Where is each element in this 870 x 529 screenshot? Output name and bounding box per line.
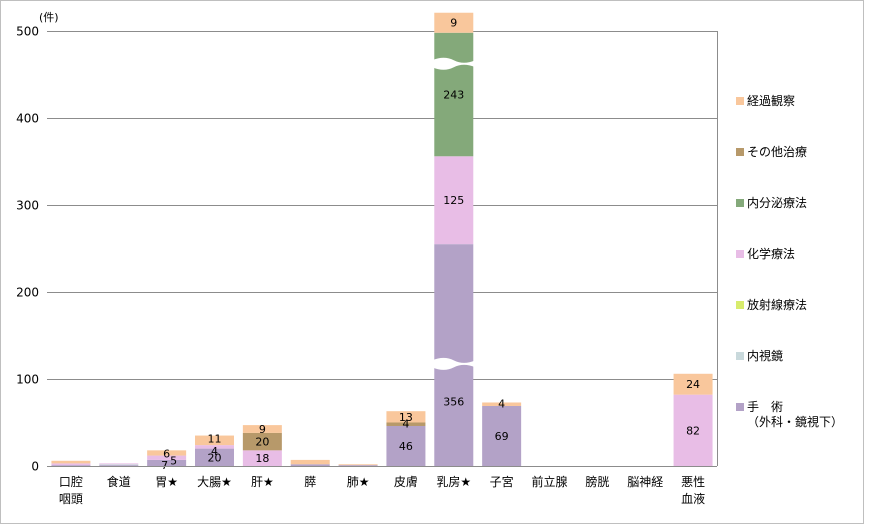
y-tick-label: 0 [31,460,39,474]
bar-segment [242,425,282,433]
bar-segment [147,455,187,460]
bar-segment [434,12,474,33]
axis-break-mark [432,357,476,370]
bar-segment [290,459,330,465]
x-tick-label: 膵 [304,475,316,489]
data-label: 4 [402,418,409,431]
legend-swatch [736,97,744,105]
bar-segment [147,459,187,466]
legend-label: その他治療 [747,145,807,159]
bar-segment [434,244,474,466]
legend-swatch [736,403,744,411]
bar-segment [195,448,234,466]
bar-segment [434,156,474,245]
data-label: 4 [498,397,505,410]
bar-segment [242,432,282,451]
data-label: 13 [399,411,413,424]
x-tick-label: 悪性 [681,475,705,489]
data-label: 11 [208,433,222,446]
x-tick-label: 血液 [681,491,705,506]
data-label: 9 [259,423,266,436]
legend-swatch [736,250,744,258]
data-label: 24 [686,378,700,391]
data-label: 9 [450,17,457,30]
bar-segment [195,435,234,446]
data-label: 20 [208,451,222,464]
bar-segment [386,422,426,426]
x-tick-label: 前立腺 [531,474,567,489]
data-label: 7 [161,459,168,472]
x-tick-label: 脳神経 [627,475,663,489]
bar-segment [99,464,139,466]
x-tick-label: 肝★ [251,475,274,489]
bar-segment [673,373,713,395]
x-tick-label: 肺★ [347,475,370,489]
y-tick-label: 200 [16,286,39,300]
legend-label: 手 術 [747,400,783,414]
data-label: 82 [686,424,700,437]
y-tick-label: 300 [16,199,39,213]
x-tick-label: 大腸★ [197,475,232,489]
bar-segment [242,450,282,466]
data-label: 20 [255,436,269,449]
legend-swatch [736,148,744,156]
bar-segment [147,450,187,456]
x-tick-label: 口腔 [59,474,83,489]
bar-segment [386,425,426,466]
y-tick-label: 100 [16,373,39,387]
bar-segment [482,405,522,466]
bar-segment [290,464,330,466]
legend-swatch [736,301,744,309]
data-label: 69 [495,430,509,443]
y-tick-label: 500 [16,25,39,39]
bar-segment [434,32,474,157]
legend-label: 放射線療法 [747,297,807,312]
x-tick-label: 子宮 [490,474,514,489]
bars [51,12,713,466]
bar-segment [99,465,139,466]
data-label: 125 [443,194,464,207]
data-label: 356 [443,396,464,409]
x-tick-label: 胃★ [155,475,178,489]
bar-segment [386,411,426,423]
legend-label: 経過観察 [747,94,795,108]
data-label: 18 [255,452,269,465]
bar-segment [338,465,378,466]
data-label: 4 [211,445,218,458]
x-tick-label: 咽頭 [59,492,83,506]
x-tick-label: 膀胱 [585,474,609,489]
bar-segment [99,463,139,465]
bar-segment [51,460,91,464]
x-tick-label: 乳房★ [436,474,471,489]
bar-segment [195,445,234,449]
bar-segment [673,394,713,466]
legend-swatch [736,352,744,360]
grid-lines [47,31,717,467]
legend-label: 内分泌療法 [747,196,807,210]
y-tick-label: 400 [16,112,39,126]
x-tick-label: 食道 [107,474,131,489]
y-unit-label: (件) [39,11,59,24]
legend-label: （外科・鏡視下） [747,414,843,429]
x-tick-label: 皮膚 [394,474,418,489]
bar-segment [482,402,522,406]
data-label: 6 [163,447,170,460]
legend-label: 内視鏡 [747,348,783,363]
legend-swatch [736,199,744,207]
bar-segment [51,463,91,466]
bar-segment [338,464,378,466]
legend-label: 化学療法 [747,246,795,261]
axis-break-mark [432,57,476,70]
data-label: 5 [170,455,177,468]
data-label: 243 [443,89,464,102]
data-label: 46 [399,440,413,453]
bar-segment [51,465,91,466]
